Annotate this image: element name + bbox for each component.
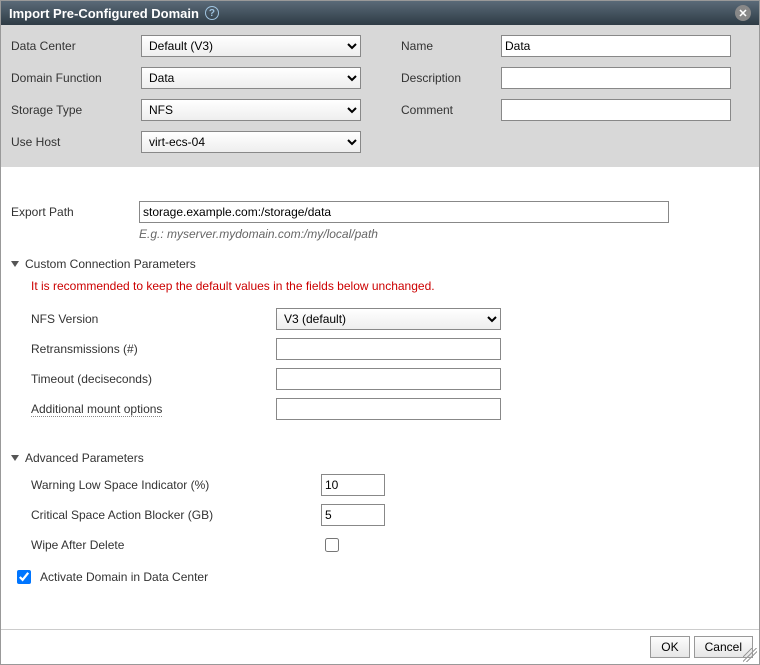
name-label: Name	[401, 39, 501, 53]
close-icon[interactable]: ✕	[735, 5, 751, 21]
mount-options-input[interactable]	[276, 398, 501, 420]
import-domain-dialog: Import Pre-Configured Domain ? ✕ Data Ce…	[0, 0, 760, 665]
custom-params-expander[interactable]: Custom Connection Parameters	[11, 257, 749, 271]
comment-label: Comment	[401, 103, 501, 117]
export-path-input[interactable]	[139, 201, 669, 223]
top-section: Data Center Default (V3) Name Domain Fun…	[1, 25, 759, 167]
nfs-version-label: NFS Version	[31, 312, 276, 326]
name-input[interactable]	[501, 35, 731, 57]
timeout-label: Timeout (deciseconds)	[31, 372, 276, 386]
custom-params-warning: It is recommended to keep the default va…	[31, 279, 749, 293]
dialog-footer: OK Cancel	[1, 629, 759, 664]
advanced-params-title: Advanced Parameters	[25, 451, 144, 465]
storage-type-select[interactable]: NFS	[141, 99, 361, 121]
titlebar: Import Pre-Configured Domain ? ✕	[1, 1, 759, 25]
description-input[interactable]	[501, 67, 731, 89]
mount-options-label: Additional mount options	[31, 402, 276, 417]
warning-low-input[interactable]	[321, 474, 385, 496]
resize-grip-icon[interactable]	[743, 648, 757, 662]
activate-domain-checkbox[interactable]	[17, 570, 31, 584]
critical-blocker-input[interactable]	[321, 504, 385, 526]
domain-function-label: Domain Function	[11, 71, 141, 85]
timeout-input[interactable]	[276, 368, 501, 390]
retransmissions-input[interactable]	[276, 338, 501, 360]
comment-input[interactable]	[501, 99, 731, 121]
critical-blocker-label: Critical Space Action Blocker (GB)	[31, 508, 321, 522]
storage-type-label: Storage Type	[11, 103, 141, 117]
wipe-after-delete-label: Wipe After Delete	[31, 538, 321, 552]
data-center-label: Data Center	[11, 39, 141, 53]
warning-low-label: Warning Low Space Indicator (%)	[31, 478, 321, 492]
retransmissions-label: Retransmissions (#)	[31, 342, 276, 356]
export-path-label: Export Path	[11, 205, 131, 219]
use-host-label: Use Host	[11, 135, 141, 149]
wipe-after-delete-checkbox[interactable]	[325, 538, 339, 552]
nfs-version-select[interactable]: V3 (default)	[276, 308, 501, 330]
data-center-select[interactable]: Default (V3)	[141, 35, 361, 57]
export-path-hint: E.g.: myserver.mydomain.com:/my/local/pa…	[139, 227, 749, 241]
chevron-down-icon	[11, 455, 19, 461]
chevron-down-icon	[11, 261, 19, 267]
body-section: Export Path E.g.: myserver.mydomain.com:…	[1, 167, 759, 629]
custom-params-title: Custom Connection Parameters	[25, 257, 196, 271]
description-label: Description	[401, 71, 501, 85]
help-icon[interactable]: ?	[205, 6, 219, 20]
ok-button[interactable]: OK	[650, 636, 689, 658]
advanced-params-expander[interactable]: Advanced Parameters	[11, 451, 749, 465]
dialog-title: Import Pre-Configured Domain	[9, 6, 199, 21]
domain-function-select[interactable]: Data	[141, 67, 361, 89]
activate-domain-label: Activate Domain in Data Center	[40, 570, 208, 584]
use-host-select[interactable]: virt-ecs-04	[141, 131, 361, 153]
